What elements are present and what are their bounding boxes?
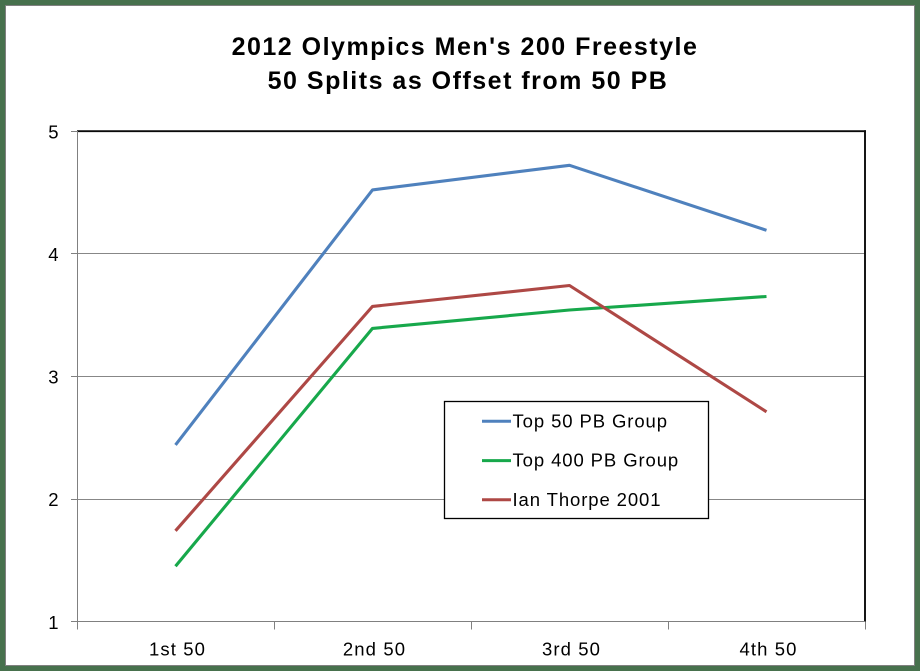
svg-text:3: 3 [48,367,58,388]
svg-text:Top 400 PB Group: Top 400 PB Group [513,450,680,471]
svg-text:2012 Olympics Men's 200 Freest: 2012 Olympics Men's 200 Freestyle [232,33,699,61]
svg-text:1: 1 [48,612,58,633]
svg-text:2nd 50: 2nd 50 [343,638,406,659]
svg-text:Top 50 PB Group: Top 50 PB Group [513,410,668,431]
svg-text:4: 4 [48,244,58,265]
svg-text:4th 50: 4th 50 [739,638,797,659]
svg-text:2: 2 [48,489,58,510]
svg-text:1st 50: 1st 50 [149,638,206,659]
svg-text:3rd 50: 3rd 50 [542,638,601,659]
svg-text:5: 5 [48,121,58,142]
svg-text:Ian Thorpe 2001: Ian Thorpe 2001 [513,489,662,510]
svg-text:50 Splits as Offset from 50 PB: 50 Splits as Offset from 50 PB [268,67,669,95]
